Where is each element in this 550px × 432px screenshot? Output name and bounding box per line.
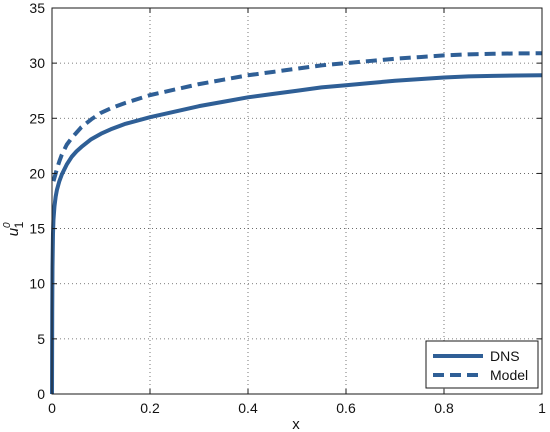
- x-tick-label: 0.8: [434, 400, 454, 416]
- legend-label-model: Model: [490, 367, 528, 383]
- axis-ticks: [51, 7, 543, 395]
- series-line-model: [51, 51, 543, 182]
- y-tick-label: 0: [37, 386, 45, 402]
- series-line-dns: [50, 73, 543, 395]
- y-tick-label: 30: [29, 55, 45, 71]
- x-tick-label: 1: [538, 400, 546, 416]
- grid: [51, 7, 543, 395]
- y-tick-label: 10: [29, 276, 45, 292]
- legend: DNS Model: [425, 340, 539, 389]
- plot-frame: [51, 7, 543, 395]
- y-tick-label: 25: [29, 110, 45, 126]
- legend-box: [425, 340, 539, 389]
- x-tick-label: 0: [48, 400, 56, 416]
- x-tick-labels: 0 0.2 0.4 0.6 0.8 1: [48, 400, 546, 416]
- legend-label-dns: DNS: [490, 348, 520, 364]
- y-axis-label-subscript: 1: [12, 221, 26, 228]
- svg-text:u01: u01: [2, 221, 26, 236]
- series-layer: [50, 51, 543, 395]
- x-axis-label: x: [292, 416, 300, 432]
- y-axis-label-base: u: [5, 227, 22, 236]
- y-tick-labels: 0 5 10 15 20 25 30 35: [29, 0, 45, 402]
- y-tick-label: 5: [37, 331, 45, 347]
- y-tick-label: 20: [29, 165, 45, 181]
- y-axis-label: u01: [2, 221, 26, 236]
- x-tick-label: 0.2: [140, 400, 160, 416]
- x-tick-label: 0.6: [336, 400, 356, 416]
- x-tick-label: 0.4: [238, 400, 258, 416]
- y-tick-label: 15: [29, 221, 45, 237]
- y-tick-label: 35: [29, 0, 45, 16]
- y-axis-label-superscript: 0: [2, 222, 13, 228]
